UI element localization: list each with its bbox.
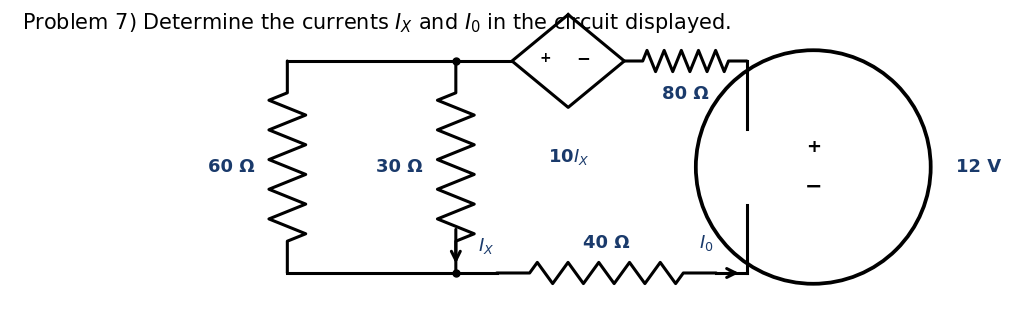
Text: 60 Ω: 60 Ω [208,158,255,176]
Text: $I_0$: $I_0$ [698,233,714,253]
Text: +: + [540,51,552,65]
Text: −: − [805,177,822,197]
Text: +: + [806,138,821,156]
Text: 40 Ω: 40 Ω [583,234,630,252]
Text: $I_X$: $I_X$ [478,236,495,257]
Text: 30 Ω: 30 Ω [377,158,423,176]
Text: 80 Ω: 80 Ω [663,85,709,103]
Text: 12 V: 12 V [956,158,1001,176]
Text: −: − [577,49,591,67]
Text: Problem 7) Determine the currents $I_X$ and $I_0$ in the circuit displayed.: Problem 7) Determine the currents $I_X$ … [22,11,731,35]
Text: 10$I_X$: 10$I_X$ [548,147,589,167]
